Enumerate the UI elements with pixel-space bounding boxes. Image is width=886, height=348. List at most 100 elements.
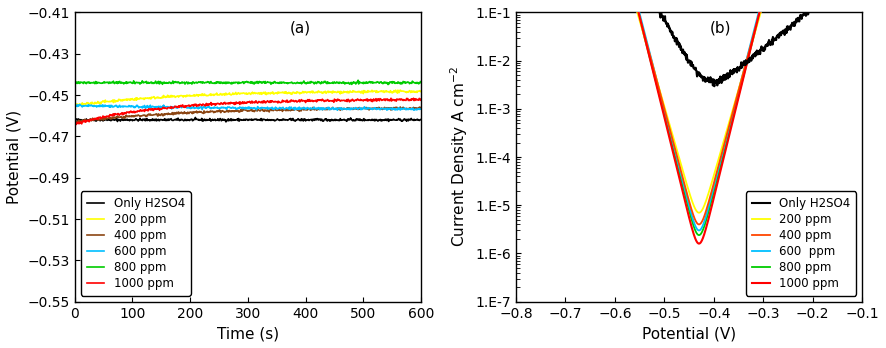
1000 ppm [392,98,403,102]
Line: 400 ppm: 400 ppm [74,107,421,122]
Only H2SO4 [69,118,80,122]
Only H2SO4 [183,118,194,122]
600  ppm [694,228,704,232]
X-axis label: Time (s): Time (s) [217,326,279,341]
600 ppm [135,105,145,109]
Only H2SO4 [416,117,426,121]
Line: 200 ppm: 200 ppm [74,90,421,106]
800 ppm [91,81,102,86]
800 ppm [346,81,356,85]
Y-axis label: Current Density A cm$^{-2}$: Current Density A cm$^{-2}$ [448,66,470,247]
Only H2SO4 [346,118,357,122]
400 ppm [393,107,404,111]
200 ppm [416,90,426,94]
X-axis label: Potential (V): Potential (V) [642,326,736,341]
800 ppm [183,81,194,85]
1000 ppm [134,109,144,113]
Line: 800 ppm: 800 ppm [521,0,847,235]
1000 ppm [69,123,80,127]
600 ppm [92,104,103,108]
800 ppm [406,80,416,85]
600 ppm [406,107,416,111]
1000 ppm [416,98,426,102]
Y-axis label: Potential (V): Potential (V) [7,110,22,204]
200 ppm [648,65,658,69]
1000 ppm [648,69,658,73]
200 ppm [659,106,670,110]
Only H2SO4 [406,116,416,120]
Line: 1000 ppm: 1000 ppm [521,0,847,244]
800 ppm [69,80,80,84]
400 ppm [69,120,80,124]
400 ppm [92,117,103,121]
Line: 600  ppm: 600 ppm [521,0,847,230]
200 ppm [91,101,102,105]
800 ppm [659,114,670,118]
200 ppm [694,211,704,215]
600  ppm [659,109,670,113]
600  ppm [648,63,658,68]
400 ppm [73,120,83,125]
200 ppm [405,90,416,95]
600 ppm [74,102,85,106]
600  ppm [740,62,750,66]
400 ppm [694,222,704,227]
200 ppm [183,94,194,98]
200 ppm [392,88,403,92]
400 ppm [135,114,145,119]
Only H2SO4 [221,120,231,124]
Legend: Only H2SO4, 200 ppm, 400 ppm, 600 ppm, 800 ppm, 1000 ppm: Only H2SO4, 200 ppm, 400 ppm, 600 ppm, 8… [81,191,190,296]
600 ppm [184,106,195,110]
200 ppm [69,104,80,108]
400 ppm [346,107,356,111]
800 ppm [648,68,658,72]
Only H2SO4 [134,118,144,122]
1000 ppm [694,242,704,246]
200 ppm [740,63,750,68]
800 ppm [353,78,363,82]
200 ppm [395,88,406,92]
Only H2SO4 [648,0,658,5]
1000 ppm [346,98,356,102]
800 ppm [740,66,750,71]
800 ppm [393,80,404,85]
Line: Only H2SO4: Only H2SO4 [521,0,847,86]
1000 ppm [740,68,750,72]
Only H2SO4 [709,84,719,88]
600 ppm [393,106,404,110]
200 ppm [346,89,356,94]
600 ppm [332,108,343,112]
800 ppm [416,80,426,85]
800 ppm [383,82,393,87]
Only H2SO4 [741,58,751,62]
Only H2SO4 [190,116,200,120]
Line: 800 ppm: 800 ppm [74,80,421,85]
1000 ppm [91,116,102,120]
400 ppm [184,110,195,114]
Line: 600 ppm: 600 ppm [74,104,421,110]
Line: 1000 ppm: 1000 ppm [74,98,421,125]
Line: Only H2SO4: Only H2SO4 [74,118,421,122]
Text: (a): (a) [290,21,311,36]
1000 ppm [183,103,194,107]
800 ppm [134,80,144,85]
1000 ppm [408,96,419,100]
600 ppm [416,107,426,111]
Only H2SO4 [777,30,788,34]
Only H2SO4 [660,14,671,18]
400 ppm [648,64,658,69]
Only H2SO4 [771,38,781,42]
1000 ppm [659,117,670,121]
400 ppm [416,106,426,111]
Text: (b): (b) [710,21,731,36]
600 ppm [346,107,357,111]
400 ppm [659,108,670,112]
400 ppm [740,63,750,67]
400 ppm [406,107,416,111]
600 ppm [69,104,80,109]
Only H2SO4 [393,117,404,121]
Line: 200 ppm: 200 ppm [521,0,847,213]
Line: 400 ppm: 400 ppm [521,0,847,224]
800 ppm [694,233,704,237]
Legend: Only H2SO4, 200 ppm, 400 ppm, 600  ppm, 800 ppm, 1000 ppm: Only H2SO4, 200 ppm, 400 ppm, 600 ppm, 8… [746,191,857,296]
